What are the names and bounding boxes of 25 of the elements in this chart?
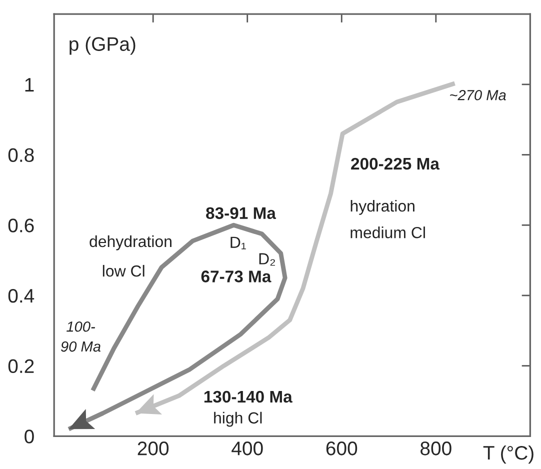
y-axis-title: p (GPa) [70,36,136,55]
annotation: low Cl [102,264,144,277]
annotation: D₂ [259,253,275,266]
x-axis-title: T (°C) [483,445,534,464]
x-tick-label: 600 [326,442,358,456]
x-tick-label: 800 [420,442,452,456]
annotation: hydration [350,200,414,215]
y-tick-label: 0.6 [8,218,34,232]
annotation: 67-73 Ma [201,270,272,282]
y-tick-label: 1 [25,78,34,92]
y-tick-label: 0.8 [8,148,34,162]
annotation: dehydration [90,235,172,250]
annotation: high Cl [214,412,262,427]
x-tick-label: 200 [138,442,169,456]
annotation: 200-225 Ma [351,158,440,170]
annotation: 130-140 Ma [204,390,292,403]
y-tick-label: 0.4 [8,288,34,303]
x-tick-label: 400 [232,442,263,456]
annotation: 83-91 Ma [206,207,276,220]
annotation: medium Cl [350,226,425,238]
y-tick-label: 0.2 [8,359,34,374]
annotation: D₁ [230,236,246,250]
annotation: ~270 Ma [450,90,506,100]
y-tick-label: 0 [24,430,34,444]
annotation: 100- 90 Ma [60,321,101,352]
